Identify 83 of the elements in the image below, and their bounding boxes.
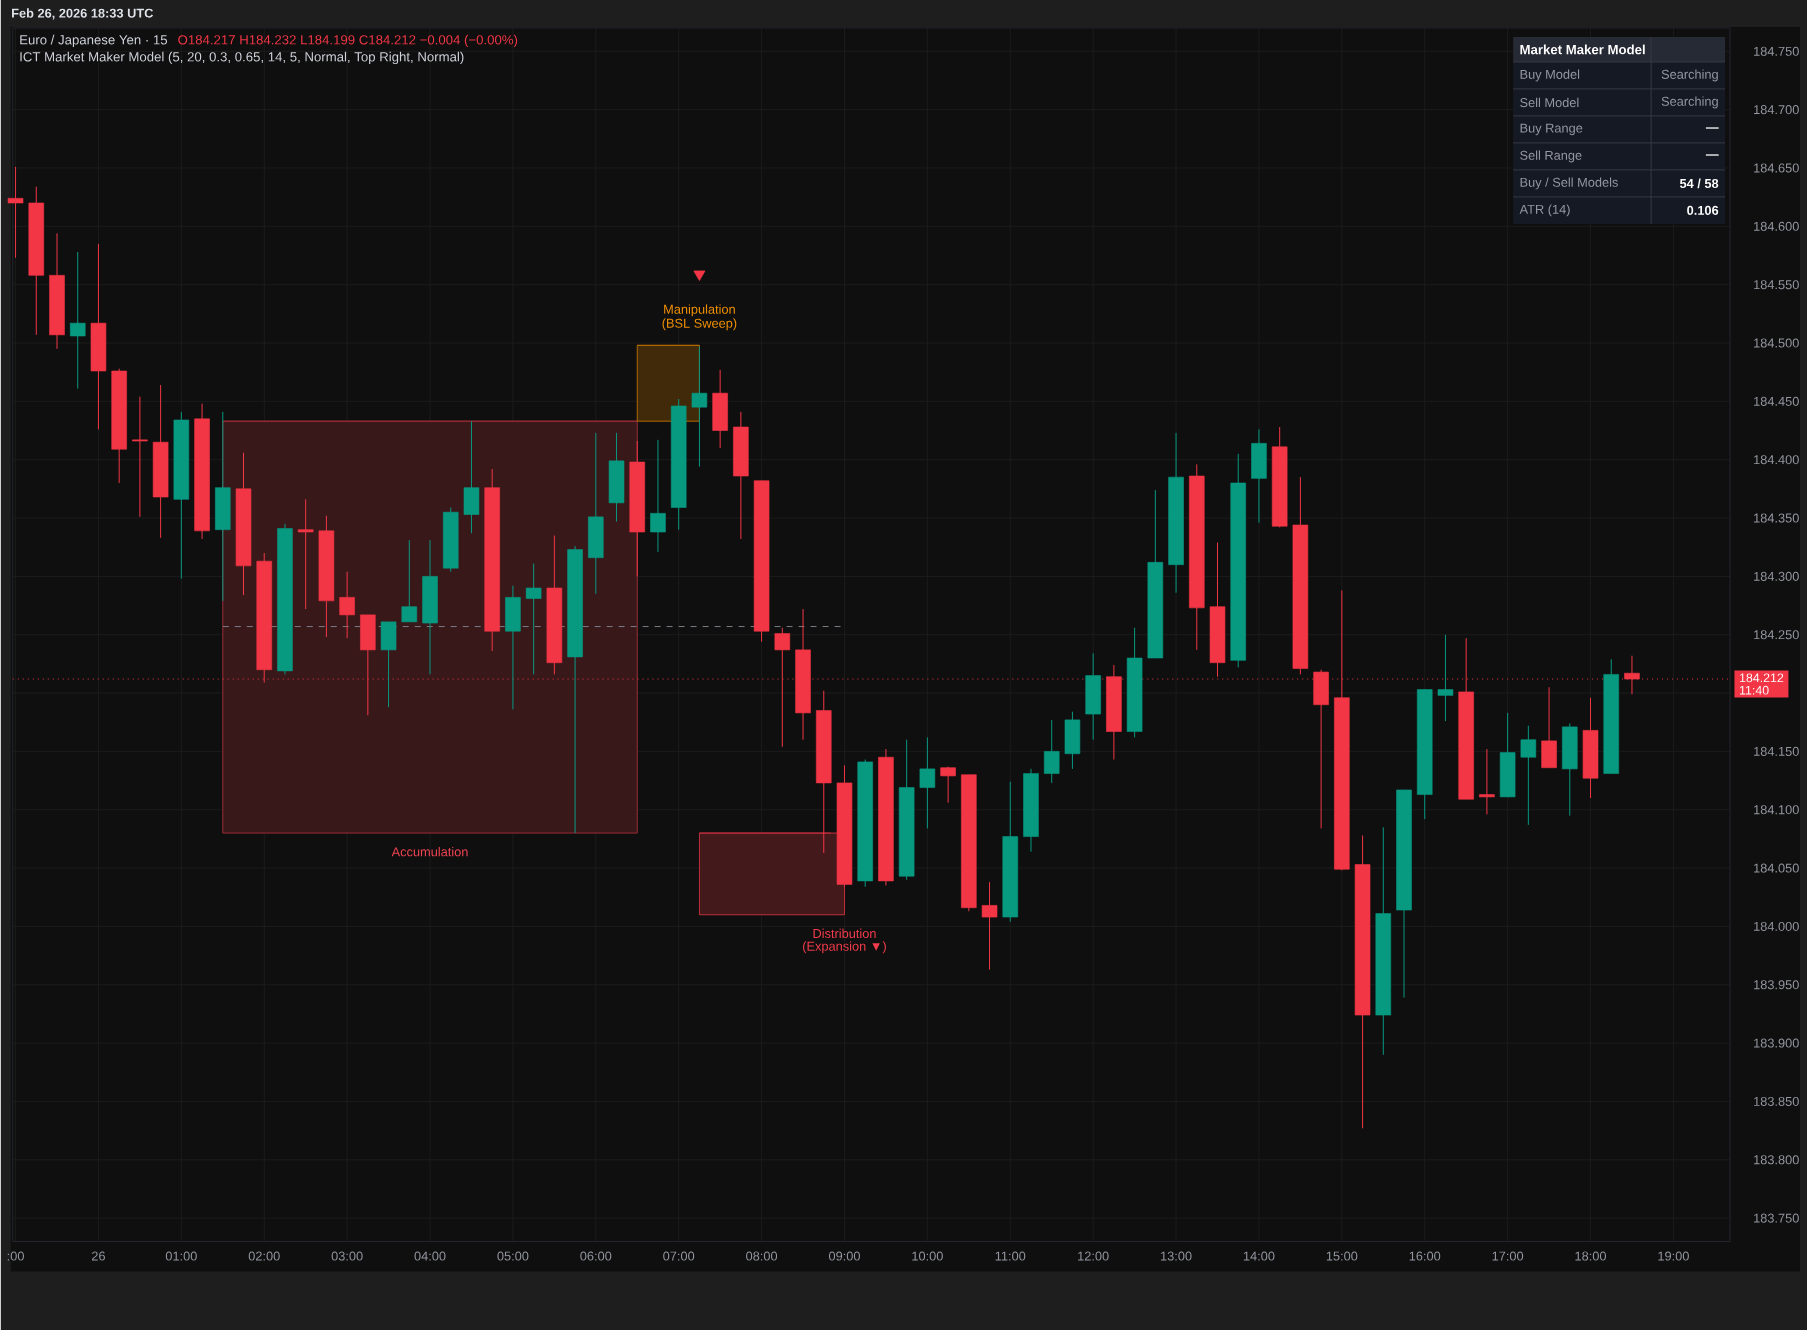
y-tick-label: 184.600	[1754, 221, 1799, 231]
chart-title: Euro / Japanese Yen · 15	[20, 34, 168, 47]
y-tick-label: 184.750	[1754, 46, 1799, 56]
annotation: Sell Range	[1520, 150, 1582, 163]
candlestick	[1043, 719, 1060, 784]
candlestick	[1624, 655, 1640, 695]
candlestick	[919, 736, 936, 829]
x-tick-label: 01:00	[165, 1251, 197, 1261]
x-tick-label: 17:00	[1492, 1251, 1524, 1261]
annotation: Distribution	[813, 928, 876, 938]
y-tick-label: 183.750	[1754, 1213, 1799, 1223]
x-tick-label: 09:00	[828, 1251, 860, 1261]
y-tick-label: 184.300	[1754, 571, 1799, 581]
y-tick-label: 184.250	[1754, 629, 1799, 640]
annotation: (BSL Sweep)	[662, 318, 737, 331]
x-tick-label: 11:00	[995, 1251, 1026, 1261]
x-tick-label: 04:00	[414, 1251, 446, 1261]
annotation: ATR (14)	[1519, 204, 1570, 217]
candlestick	[69, 251, 86, 389]
x-tick-label: 03:00	[331, 1251, 363, 1261]
annotation: —	[1705, 127, 1719, 129]
candlestick	[1479, 748, 1495, 815]
x-tick-label: 05:00	[497, 1251, 529, 1261]
annotation: 0.106	[1687, 205, 1719, 215]
y-tick-label: 184.550	[1754, 279, 1799, 289]
annotation: ICT Market Maker Model (5, 20, 0.3, 0.65, 14, 5, Normal, Top Right, Normal)	[20, 51, 464, 64]
annotation: Accumulation	[391, 846, 468, 857]
annotation: Sell Model	[1520, 97, 1579, 107]
y-tick-label: 183.950	[1754, 980, 1799, 990]
x-tick-label: 14:00	[1243, 1251, 1275, 1261]
x-tick-label: 18:00	[1575, 1251, 1607, 1261]
annotation: Manipulation	[664, 304, 735, 317]
y-tick-label: 184.000	[1754, 921, 1799, 931]
y-tick-label: 184.100	[1754, 804, 1799, 815]
x-tick-label: 15:00	[1326, 1251, 1358, 1261]
candlestick	[7, 166, 24, 259]
candlestick	[297, 498, 314, 610]
annotation: Buy / Sell Models	[1520, 177, 1618, 190]
x-tick-label: 16:00	[1409, 1251, 1441, 1261]
x-tick-label: 12:00	[1078, 1251, 1109, 1261]
y-tick-label: 184.450	[1754, 396, 1799, 406]
y-tick-label: 184.050	[1754, 863, 1799, 873]
candlestick	[1437, 634, 1454, 722]
x-tick-label: 02:00	[248, 1251, 280, 1261]
y-tick-label: 184.150	[1754, 746, 1799, 756]
y-tick-label: 184.350	[1754, 513, 1799, 523]
annotation: —	[1705, 154, 1719, 156]
x-tick-label: 08:00	[746, 1251, 778, 1261]
annotation: 54 / 58	[1679, 178, 1719, 188]
candlestick	[691, 345, 708, 467]
x-tick-label: 10:00	[912, 1251, 943, 1261]
annotation: Searching	[1661, 69, 1718, 82]
annotation: Searching	[1661, 96, 1718, 109]
candlestick	[132, 395, 148, 518]
annotation: (Expansion ▼)	[803, 941, 886, 954]
candlestick	[1520, 725, 1537, 826]
chart-subtitle: O184.217 H184.232 L184.199 C184.212 −0.004 (−0.00%)	[178, 34, 518, 47]
annotation: Buy Range	[1520, 123, 1583, 135]
y-tick-label: 184.700	[1754, 104, 1799, 114]
y-tick-label: 184.650	[1754, 163, 1799, 173]
x-tick-label: 13:00	[1161, 1251, 1192, 1261]
y-tick-label: 183.800	[1754, 1155, 1799, 1165]
x-tick-label: :00	[7, 1251, 24, 1261]
candlestick	[981, 881, 998, 970]
candlestick	[339, 570, 355, 639]
ref-line-label: 184.212	[1739, 673, 1784, 683]
annotation: Market Maker Model	[1520, 44, 1645, 55]
x-tick-label: 07:00	[663, 1251, 695, 1261]
candlestick	[650, 439, 666, 553]
x-tick-label: 26	[91, 1251, 105, 1261]
candlestick	[401, 539, 418, 623]
y-tick-label: 183.850	[1754, 1096, 1799, 1106]
x-tick-label: 06:00	[580, 1251, 612, 1261]
candlestick	[774, 627, 791, 748]
text: Feb 26, 2026 18:33 UTC	[12, 8, 154, 20]
candlestick	[525, 562, 542, 675]
annotation: Buy Model	[1520, 69, 1580, 82]
y-tick-label: 184.400	[1754, 454, 1799, 465]
y-tick-label: 183.900	[1754, 1038, 1799, 1048]
x-tick-label: 19:00	[1658, 1251, 1689, 1261]
y-tick-label: 184.500	[1754, 338, 1799, 348]
candlestick	[940, 765, 956, 804]
text: 11:40	[1739, 685, 1769, 695]
